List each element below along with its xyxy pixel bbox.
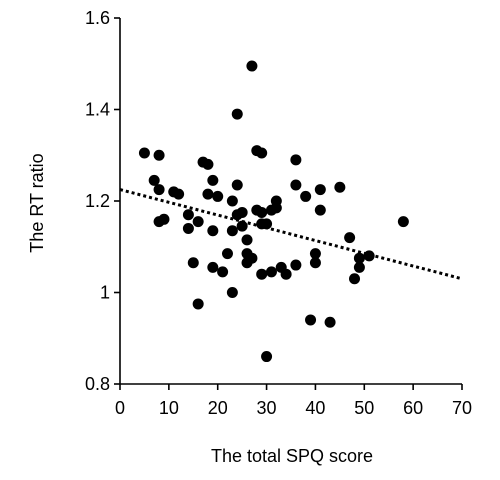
- x-tick-label: 70: [452, 398, 472, 418]
- data-point: [290, 154, 302, 166]
- x-tick-label: 60: [403, 398, 423, 418]
- data-point: [261, 218, 273, 230]
- data-point: [207, 261, 219, 273]
- data-point: [153, 184, 165, 196]
- data-point: [207, 225, 219, 237]
- data-point: [270, 202, 282, 214]
- x-axis-label: The total SPQ score: [211, 446, 373, 466]
- data-point: [397, 216, 409, 228]
- data-point: [217, 266, 229, 278]
- data-point: [221, 248, 233, 260]
- data-point: [192, 216, 204, 228]
- data-point: [290, 179, 302, 191]
- data-point: [182, 209, 194, 221]
- data-point: [226, 225, 238, 237]
- data-point: [231, 108, 243, 120]
- data-point: [261, 351, 273, 363]
- x-tick-label: 20: [208, 398, 228, 418]
- data-point: [309, 248, 321, 260]
- data-point: [138, 147, 150, 159]
- data-point: [207, 174, 219, 186]
- data-point: [158, 213, 170, 225]
- y-tick-label: 1.6: [85, 8, 110, 28]
- data-point: [290, 259, 302, 271]
- data-point: [153, 149, 165, 161]
- y-axis-label: The RT ratio: [27, 153, 47, 252]
- data-point: [226, 287, 238, 298]
- data-point: [305, 314, 317, 326]
- y-tick-label: 0.8: [85, 374, 110, 394]
- data-point: [192, 298, 204, 310]
- data-point: [226, 195, 238, 207]
- data-point: [334, 181, 346, 193]
- data-point: [231, 179, 243, 191]
- x-tick-label: 40: [305, 398, 325, 418]
- data-point: [349, 273, 361, 285]
- data-point: [187, 257, 199, 269]
- data-point: [256, 147, 268, 159]
- data-point: [324, 316, 336, 328]
- data-point: [314, 204, 326, 216]
- data-point: [246, 60, 258, 72]
- data-point: [241, 234, 253, 246]
- x-tick-label: 10: [159, 398, 179, 418]
- y-ticks: 0.8 1 1.2 1.4 1.6: [85, 8, 120, 394]
- data-point: [173, 188, 185, 200]
- x-tick-label: 0: [115, 398, 125, 418]
- data-point: [202, 158, 214, 170]
- x-tick-label: 50: [354, 398, 374, 418]
- data-points: [138, 60, 409, 363]
- data-point: [236, 220, 248, 232]
- y-tick-label: 1.4: [85, 100, 110, 120]
- data-point: [202, 188, 214, 200]
- y-tick-label: 1: [100, 283, 110, 303]
- x-tick-label: 30: [257, 398, 277, 418]
- data-point: [344, 232, 356, 244]
- x-ticks: 0 10 20 30 40 50 60 70: [115, 384, 472, 418]
- data-point: [246, 252, 258, 264]
- data-point: [300, 190, 312, 202]
- axes: [119, 18, 462, 385]
- data-point: [280, 268, 292, 280]
- data-point: [353, 252, 365, 264]
- data-point: [256, 268, 268, 280]
- data-point: [314, 184, 326, 196]
- data-point: [212, 190, 224, 202]
- data-point: [236, 206, 248, 218]
- data-point: [309, 257, 321, 269]
- data-point: [363, 250, 375, 262]
- y-tick-label: 1.2: [85, 191, 110, 211]
- data-point: [353, 261, 365, 273]
- data-point: [148, 174, 160, 186]
- data-point: [182, 222, 194, 234]
- data-point: [265, 266, 277, 278]
- trendline: [119, 188, 463, 281]
- data-point: [256, 206, 268, 218]
